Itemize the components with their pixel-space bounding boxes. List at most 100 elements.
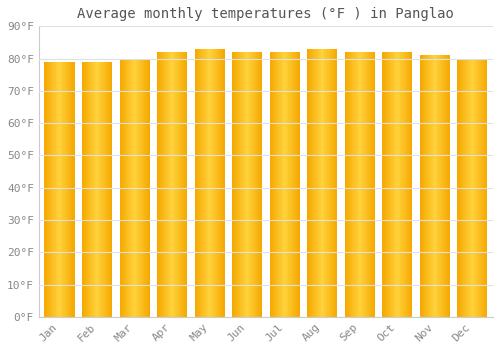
Bar: [239, 52, 240, 317]
Bar: [449, 55, 450, 317]
Bar: [92, 62, 94, 317]
Bar: [394, 52, 395, 317]
Bar: [295, 52, 296, 317]
Bar: [398, 52, 399, 317]
Title: Average monthly temperatures (°F ) in Panglao: Average monthly temperatures (°F ) in Pa…: [78, 7, 454, 21]
Bar: [460, 58, 461, 317]
Bar: [214, 49, 215, 317]
Bar: [202, 49, 203, 317]
Bar: [386, 52, 387, 317]
Bar: [290, 52, 292, 317]
Bar: [293, 52, 294, 317]
Bar: [432, 55, 434, 317]
Bar: [447, 55, 448, 317]
Bar: [91, 62, 92, 317]
Bar: [296, 52, 298, 317]
Bar: [323, 49, 324, 317]
Bar: [294, 52, 296, 317]
Bar: [45, 62, 46, 317]
Bar: [443, 55, 444, 317]
Bar: [68, 62, 70, 317]
Bar: [360, 52, 362, 317]
Bar: [248, 52, 250, 317]
Bar: [476, 58, 477, 317]
Bar: [158, 52, 160, 317]
Bar: [280, 52, 281, 317]
Bar: [428, 55, 429, 317]
Bar: [347, 52, 348, 317]
Bar: [186, 52, 187, 317]
Bar: [400, 52, 401, 317]
Bar: [313, 49, 314, 317]
Bar: [384, 52, 386, 317]
Bar: [358, 52, 359, 317]
Bar: [247, 52, 248, 317]
Bar: [485, 58, 486, 317]
Bar: [198, 49, 199, 317]
Bar: [103, 62, 104, 317]
Bar: [86, 62, 88, 317]
Bar: [124, 58, 125, 317]
Bar: [220, 49, 221, 317]
Bar: [50, 62, 51, 317]
Bar: [58, 62, 59, 317]
Bar: [370, 52, 371, 317]
Bar: [211, 49, 212, 317]
Bar: [401, 52, 402, 317]
Bar: [246, 52, 247, 317]
Bar: [149, 58, 150, 317]
Bar: [134, 58, 136, 317]
Bar: [126, 58, 127, 317]
Bar: [274, 52, 275, 317]
Bar: [145, 58, 146, 317]
Bar: [336, 49, 338, 317]
Bar: [287, 52, 288, 317]
Bar: [244, 52, 245, 317]
Bar: [143, 58, 144, 317]
Bar: [69, 62, 70, 317]
Bar: [330, 49, 332, 317]
Bar: [257, 52, 258, 317]
Bar: [94, 62, 96, 317]
Bar: [448, 55, 449, 317]
Bar: [396, 52, 398, 317]
Bar: [108, 62, 109, 317]
Bar: [44, 62, 45, 317]
Bar: [366, 52, 368, 317]
Bar: [208, 49, 209, 317]
Bar: [471, 58, 472, 317]
Bar: [70, 62, 72, 317]
Bar: [277, 52, 278, 317]
Bar: [128, 58, 130, 317]
Bar: [60, 62, 61, 317]
Bar: [329, 49, 330, 317]
Bar: [88, 62, 89, 317]
Bar: [234, 52, 235, 317]
Bar: [110, 62, 112, 317]
Bar: [314, 49, 315, 317]
Bar: [100, 62, 101, 317]
Bar: [406, 52, 407, 317]
Bar: [399, 52, 400, 317]
Bar: [466, 58, 467, 317]
Bar: [57, 62, 58, 317]
Bar: [251, 52, 252, 317]
Bar: [46, 62, 48, 317]
Bar: [345, 52, 346, 317]
Bar: [238, 52, 239, 317]
Bar: [272, 52, 274, 317]
Bar: [217, 49, 218, 317]
Bar: [163, 52, 164, 317]
Bar: [286, 52, 287, 317]
Bar: [181, 52, 182, 317]
Bar: [121, 58, 122, 317]
Bar: [320, 49, 321, 317]
Bar: [354, 52, 356, 317]
Bar: [480, 58, 482, 317]
Bar: [308, 49, 309, 317]
Bar: [240, 52, 241, 317]
Bar: [317, 49, 318, 317]
Bar: [182, 52, 184, 317]
Bar: [372, 52, 374, 317]
Bar: [441, 55, 442, 317]
